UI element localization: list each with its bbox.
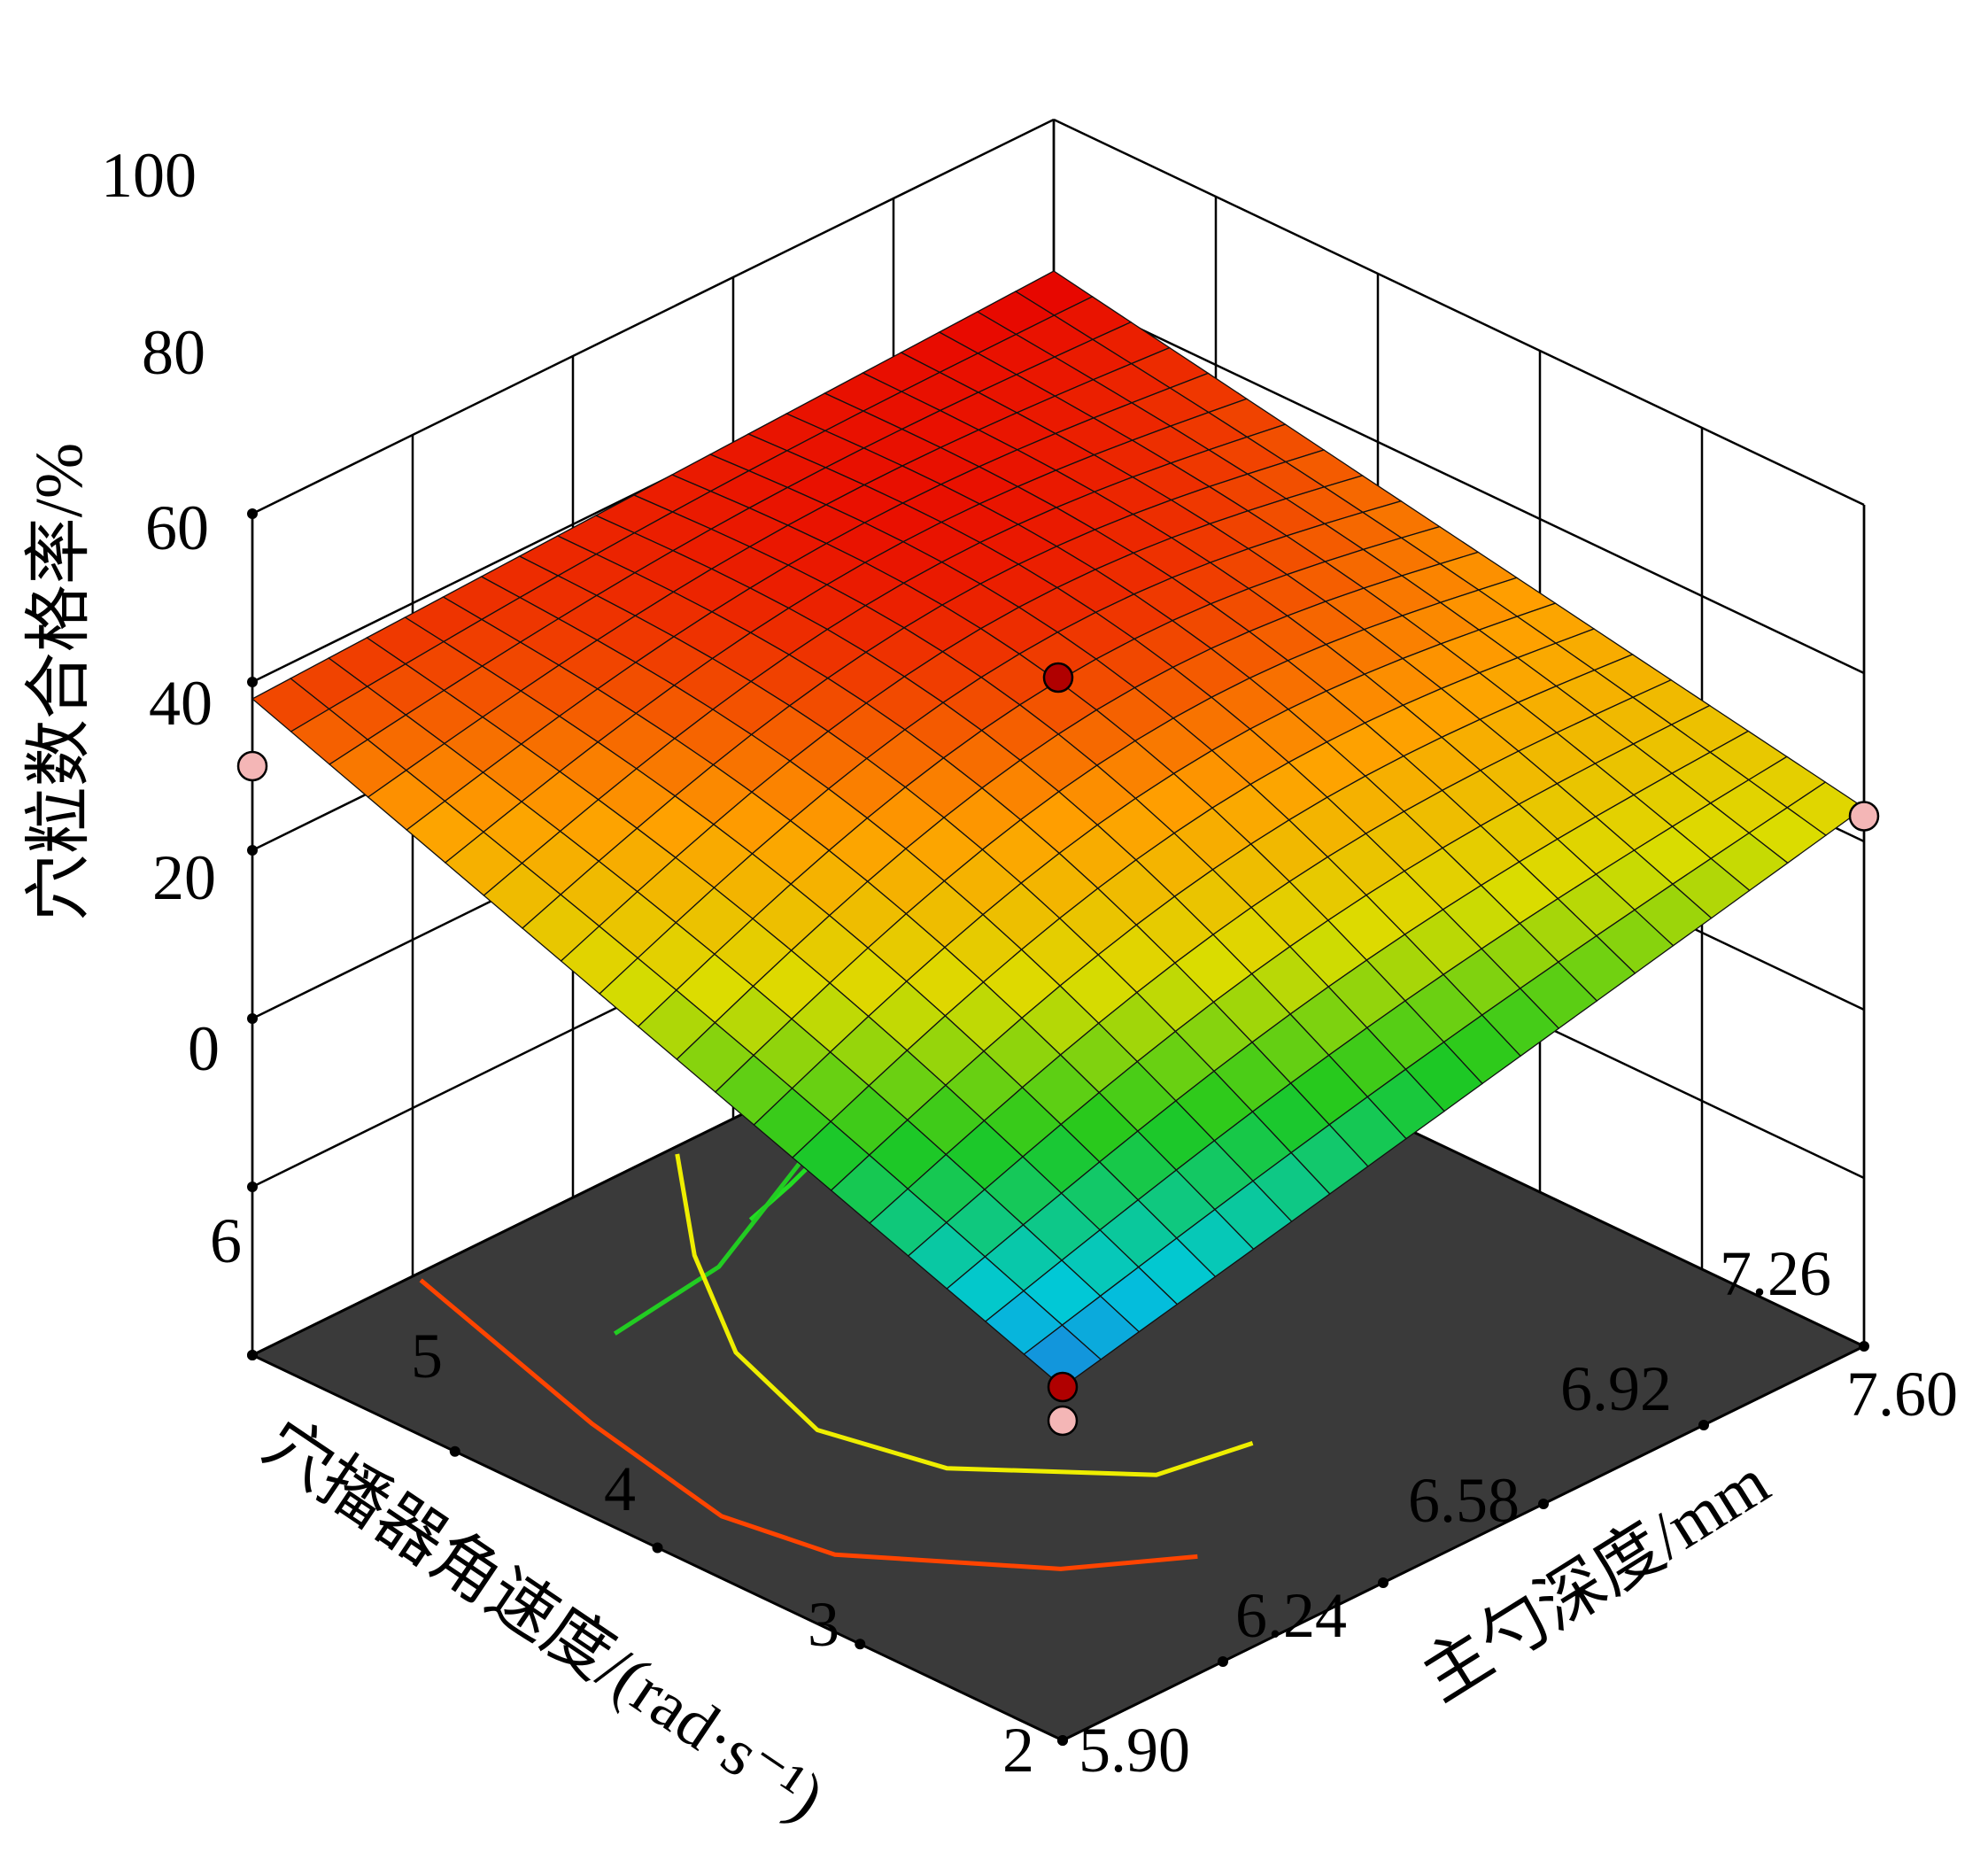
z-tick-label: 100 bbox=[101, 140, 197, 211]
x-tick-mark bbox=[1378, 1577, 1389, 1588]
wall-gridline bbox=[251, 118, 1055, 515]
z-axis-label: 穴粒数合格率/% bbox=[22, 443, 97, 921]
x-tick-label-max: 7.60 bbox=[1846, 1359, 1958, 1430]
y-tick-labels: 2 3 4 5 6 bbox=[210, 1205, 1034, 1786]
y-tick-mark bbox=[247, 1350, 258, 1360]
wall-gridline bbox=[1053, 118, 1865, 507]
response-surface bbox=[251, 270, 1866, 1388]
y-tick-label: 6 bbox=[210, 1205, 242, 1276]
z-tick-labels: 0 20 40 60 80 100 bbox=[101, 140, 220, 1084]
z-tick-label: 0 bbox=[188, 1013, 220, 1084]
z-tick-mark bbox=[247, 508, 258, 519]
x-tick-mark bbox=[1538, 1499, 1549, 1509]
x-tick-label: 5.90 bbox=[1079, 1715, 1190, 1786]
design-point bbox=[1047, 1371, 1079, 1403]
z-tick-mark bbox=[247, 1013, 258, 1024]
z-tick-label: 80 bbox=[142, 317, 205, 388]
z-tick-label: 60 bbox=[145, 492, 209, 563]
tick-marks bbox=[247, 508, 1869, 1746]
x-tick-label: 6.58 bbox=[1408, 1465, 1520, 1536]
x-tick-mark bbox=[1698, 1420, 1709, 1430]
z-tick-mark bbox=[247, 677, 258, 687]
x-tick-mark bbox=[1859, 1341, 1869, 1352]
y-tick-label: 5 bbox=[411, 1321, 443, 1391]
z-tick-label: 20 bbox=[152, 842, 216, 913]
contour-line bbox=[419, 1278, 1198, 1571]
x-tick-mark bbox=[1057, 1735, 1068, 1746]
y-tick-label: 2 bbox=[1002, 1715, 1034, 1786]
z-tick-mark bbox=[247, 1182, 258, 1192]
y-tick-label: 4 bbox=[604, 1453, 636, 1524]
design-point bbox=[1848, 801, 1880, 832]
contour-line bbox=[675, 1153, 1254, 1477]
y-tick-mark bbox=[449, 1445, 460, 1457]
x-tick-label: 6.24 bbox=[1235, 1580, 1347, 1651]
design-point bbox=[1047, 1405, 1079, 1437]
design-point bbox=[236, 750, 268, 782]
surface-cell bbox=[1023, 1324, 1102, 1388]
wall-gridline bbox=[1053, 286, 1865, 675]
y-tick-mark bbox=[855, 1639, 866, 1650]
y-tick-label: 3 bbox=[808, 1589, 839, 1660]
z-tick-label: 40 bbox=[149, 668, 213, 739]
design-point bbox=[1042, 662, 1074, 694]
design-points bbox=[236, 662, 1880, 1437]
x-tick-mark bbox=[1218, 1656, 1228, 1667]
x-tick-label: 6.92 bbox=[1560, 1353, 1672, 1424]
x-tick-labels: 5.90 6.24 6.58 6.92 7.26 bbox=[1079, 1238, 1831, 1786]
z-tick-mark bbox=[247, 845, 258, 856]
x-tick-label: 7.26 bbox=[1720, 1238, 1831, 1309]
y-tick-mark bbox=[652, 1542, 663, 1554]
